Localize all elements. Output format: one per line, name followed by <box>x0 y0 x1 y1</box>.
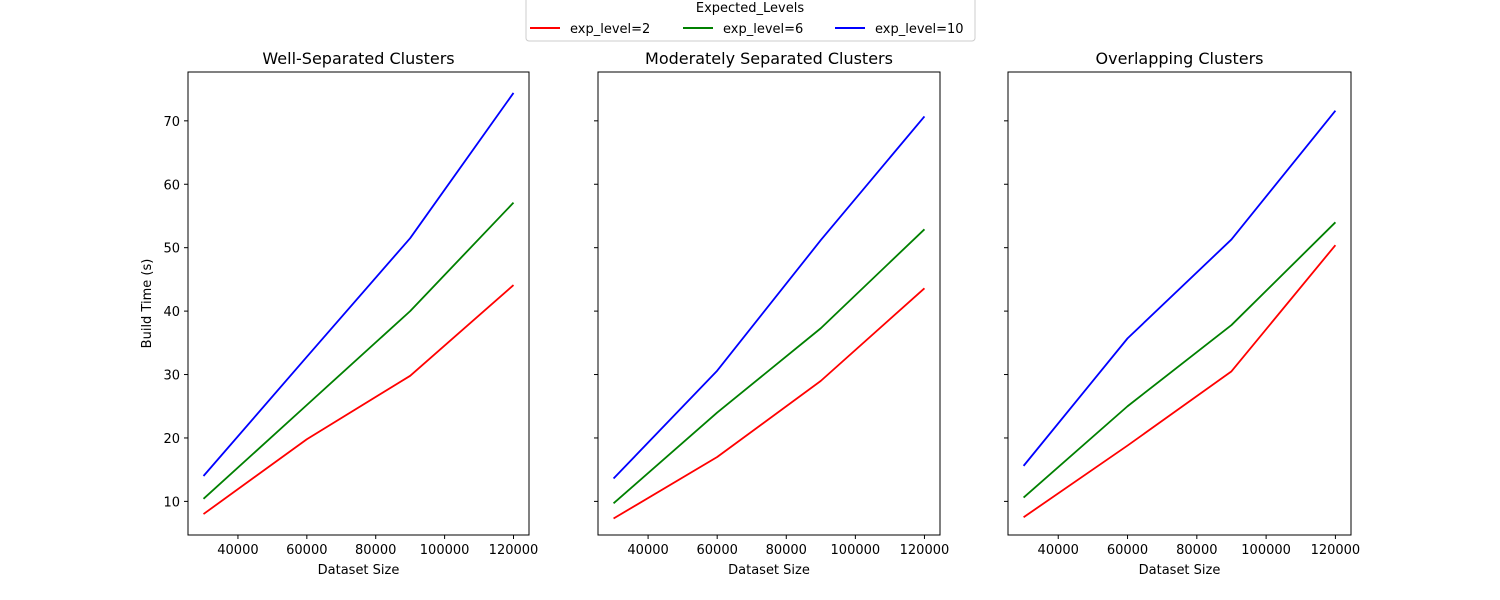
y-tick-label: 50 <box>163 242 180 257</box>
x-axis-label: Dataset Size <box>728 563 810 578</box>
x-tick-label: 100000 <box>831 543 881 558</box>
chart-title: Moderately Separated Clusters <box>645 49 893 68</box>
legend-title: Expected_Levels <box>696 1 804 16</box>
chart-panel-well-separated: Well-Separated Clusters 40000 60000 80000 10… <box>140 49 538 578</box>
x-tick-label: 80000 <box>355 543 396 558</box>
x-tick-label: 80000 <box>1176 543 1217 558</box>
series-line-exp-level-10 <box>202 92 515 477</box>
chart-panel-moderately-separated: Moderately Separated Clusters 40000 60000 8… <box>594 49 949 578</box>
series-line-exp-level-6 <box>612 228 926 504</box>
x-tick-label: 60000 <box>286 543 327 558</box>
series-line-exp-level-6 <box>1022 221 1337 499</box>
y-tick-label: 10 <box>163 495 180 510</box>
panels: Well-Separated Clusters 40000 60000 80000 10… <box>140 49 1360 578</box>
legend-label-exp-level-2: exp_level=2 <box>570 22 650 37</box>
chart-panel-overlapping: Overlapping Clusters 40000 60000 80000 10000… <box>1004 49 1360 578</box>
y-tick-label: 60 <box>163 178 180 193</box>
x-axis-label: Dataset Size <box>1139 563 1221 578</box>
series-line-exp-level-2 <box>1023 244 1337 518</box>
x-tick-label: 40000 <box>1038 543 1079 558</box>
x-tick-label: 100000 <box>420 543 470 558</box>
x-tick-label: 80000 <box>766 543 807 558</box>
x-tick-label: 120000 <box>1311 543 1361 558</box>
series-line-exp-level-6 <box>202 202 515 500</box>
chart-title: Well-Separated Clusters <box>262 49 454 68</box>
series-line-exp-level-2 <box>202 284 515 515</box>
plot-area-frame <box>597 71 941 536</box>
x-tick-label: 60000 <box>697 543 738 558</box>
y-tick-label: 20 <box>163 432 180 447</box>
x-tick-label: 120000 <box>489 543 539 558</box>
chart-title: Overlapping Clusters <box>1096 49 1264 68</box>
y-tick-label: 30 <box>163 369 180 384</box>
x-tick-label: 40000 <box>627 543 668 558</box>
series-line-exp-level-10 <box>612 115 926 480</box>
x-tick-label: 100000 <box>1241 543 1291 558</box>
legend-label-exp-level-6: exp_level=6 <box>723 22 803 37</box>
x-tick-label: 120000 <box>900 543 950 558</box>
legend-frame <box>525 0 976 42</box>
y-tick-label: 40 <box>163 305 180 320</box>
plot-area-frame <box>1007 71 1352 536</box>
x-axis-label: Dataset Size <box>318 563 400 578</box>
x-tick-label: 40000 <box>217 543 258 558</box>
y-tick-label: 70 <box>163 115 180 130</box>
legend-label-exp-level-10: exp_level=10 <box>875 22 964 37</box>
legend: Expected_Levels exp_level=2 exp_level=6 … <box>525 0 976 42</box>
series-line-exp-level-10 <box>1022 110 1337 467</box>
plot-area-frame <box>187 71 530 536</box>
y-axis-label: Build Time (s) <box>140 259 155 349</box>
series-line-exp-level-2 <box>613 287 926 520</box>
x-tick-label: 60000 <box>1107 543 1148 558</box>
